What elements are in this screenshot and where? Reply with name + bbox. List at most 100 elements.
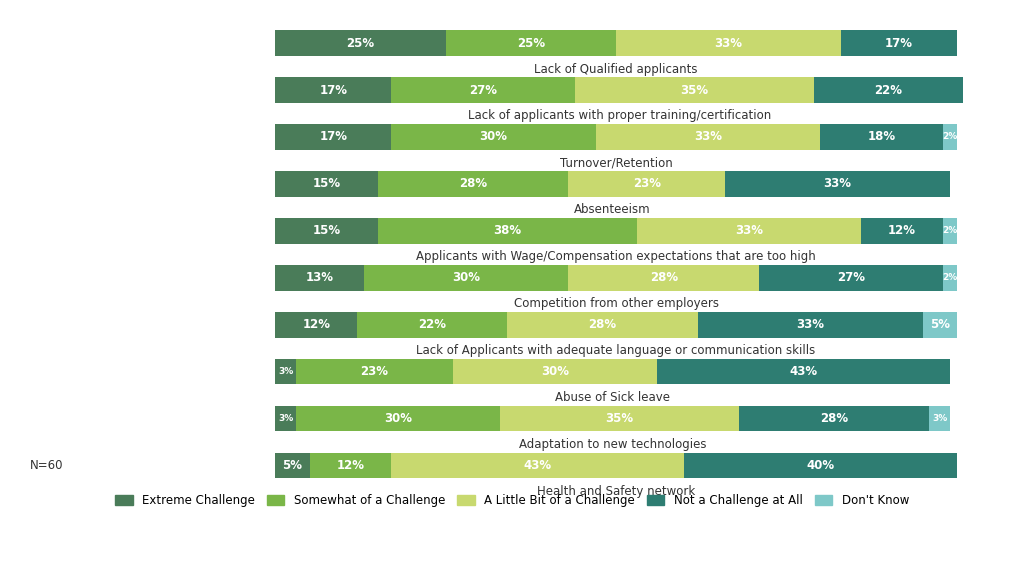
Text: N=60: N=60 bbox=[30, 459, 63, 472]
Bar bbox=[365, 265, 568, 290]
Text: 25%: 25% bbox=[346, 37, 375, 50]
Bar bbox=[684, 453, 956, 479]
Text: 43%: 43% bbox=[790, 365, 817, 378]
Bar bbox=[275, 312, 357, 337]
Bar bbox=[275, 124, 391, 150]
Bar bbox=[357, 312, 507, 337]
Text: 17%: 17% bbox=[885, 37, 912, 50]
Bar bbox=[568, 265, 759, 290]
Text: 35%: 35% bbox=[680, 84, 709, 97]
Bar bbox=[820, 124, 943, 150]
Text: Lack of applicants with proper training/certification: Lack of applicants with proper training/… bbox=[468, 110, 771, 123]
Text: 30%: 30% bbox=[479, 131, 508, 144]
Bar bbox=[814, 77, 964, 103]
Bar bbox=[616, 31, 841, 56]
Bar bbox=[275, 406, 296, 432]
Text: 12%: 12% bbox=[302, 318, 331, 331]
Text: 3%: 3% bbox=[279, 367, 293, 376]
Bar bbox=[507, 312, 697, 337]
Bar bbox=[637, 218, 861, 244]
Text: 28%: 28% bbox=[459, 177, 487, 190]
Bar bbox=[296, 406, 501, 432]
Bar bbox=[296, 359, 453, 385]
Text: 18%: 18% bbox=[867, 131, 896, 144]
Bar bbox=[445, 31, 616, 56]
Text: 33%: 33% bbox=[735, 224, 763, 237]
Text: 5%: 5% bbox=[930, 318, 949, 331]
Bar bbox=[759, 265, 943, 290]
Text: 5%: 5% bbox=[283, 459, 302, 472]
Text: 22%: 22% bbox=[418, 318, 446, 331]
Text: 27%: 27% bbox=[837, 271, 865, 284]
Text: Abuse of Sick leave: Abuse of Sick leave bbox=[555, 391, 670, 404]
Bar bbox=[453, 359, 657, 385]
Text: 38%: 38% bbox=[493, 224, 521, 237]
Text: 3%: 3% bbox=[932, 414, 947, 423]
Text: 33%: 33% bbox=[715, 37, 742, 50]
Text: 30%: 30% bbox=[541, 365, 568, 378]
Text: 17%: 17% bbox=[319, 131, 347, 144]
Text: 28%: 28% bbox=[649, 271, 678, 284]
Bar bbox=[943, 218, 956, 244]
Bar bbox=[391, 124, 596, 150]
Text: 2%: 2% bbox=[942, 227, 957, 236]
Bar bbox=[575, 77, 814, 103]
Text: 28%: 28% bbox=[589, 318, 616, 331]
Bar bbox=[725, 171, 950, 197]
Text: 12%: 12% bbox=[337, 459, 365, 472]
Text: 30%: 30% bbox=[384, 412, 412, 425]
Bar bbox=[275, 171, 378, 197]
Text: 13%: 13% bbox=[306, 271, 334, 284]
Text: Applicants with Wage/Compensation expectations that are too high: Applicants with Wage/Compensation expect… bbox=[416, 250, 816, 263]
Text: 12%: 12% bbox=[888, 224, 916, 237]
Bar bbox=[943, 265, 956, 290]
Bar bbox=[568, 171, 725, 197]
Text: 35%: 35% bbox=[605, 412, 634, 425]
Bar bbox=[378, 218, 637, 244]
Text: 15%: 15% bbox=[312, 224, 341, 237]
Legend: Extreme Challenge, Somewhat of a Challenge, A Little Bit of a Challenge, Not a C: Extreme Challenge, Somewhat of a Challen… bbox=[111, 489, 913, 511]
Text: 40%: 40% bbox=[806, 459, 835, 472]
Bar bbox=[923, 312, 956, 337]
Text: 15%: 15% bbox=[312, 177, 341, 190]
Bar bbox=[657, 359, 950, 385]
Bar bbox=[275, 77, 391, 103]
Text: 30%: 30% bbox=[453, 271, 480, 284]
Text: 3%: 3% bbox=[279, 414, 293, 423]
Text: Lack of Qualified applicants: Lack of Qualified applicants bbox=[535, 63, 697, 76]
Bar bbox=[943, 124, 956, 150]
Text: 33%: 33% bbox=[797, 318, 824, 331]
Bar bbox=[841, 31, 956, 56]
Text: Competition from other employers: Competition from other employers bbox=[514, 297, 719, 310]
Text: 17%: 17% bbox=[319, 84, 347, 97]
Bar bbox=[275, 218, 378, 244]
Text: 2%: 2% bbox=[942, 273, 957, 282]
Text: Lack of Applicants with adequate language or communication skills: Lack of Applicants with adequate languag… bbox=[417, 344, 816, 357]
Bar bbox=[309, 453, 391, 479]
Text: Health and Safety network: Health and Safety network bbox=[537, 485, 695, 498]
Bar bbox=[391, 453, 684, 479]
Bar bbox=[378, 171, 568, 197]
Bar bbox=[596, 124, 820, 150]
Text: Turnover/Retention: Turnover/Retention bbox=[560, 157, 673, 170]
Text: 33%: 33% bbox=[694, 131, 722, 144]
Bar bbox=[391, 77, 575, 103]
Bar bbox=[501, 406, 738, 432]
Text: 23%: 23% bbox=[633, 177, 660, 190]
Bar bbox=[738, 406, 930, 432]
Text: 25%: 25% bbox=[517, 37, 545, 50]
Bar bbox=[697, 312, 923, 337]
Bar bbox=[861, 218, 943, 244]
Text: Absenteeism: Absenteeism bbox=[574, 203, 651, 216]
Text: 22%: 22% bbox=[874, 84, 902, 97]
Bar bbox=[275, 265, 365, 290]
Bar bbox=[930, 406, 950, 432]
Text: 28%: 28% bbox=[820, 412, 848, 425]
Text: 2%: 2% bbox=[942, 132, 957, 141]
Text: 27%: 27% bbox=[469, 84, 498, 97]
Bar bbox=[275, 31, 445, 56]
Text: 33%: 33% bbox=[823, 177, 851, 190]
Text: Adaptation to new technologies: Adaptation to new technologies bbox=[519, 438, 707, 451]
Bar bbox=[275, 359, 296, 385]
Text: 23%: 23% bbox=[360, 365, 388, 378]
